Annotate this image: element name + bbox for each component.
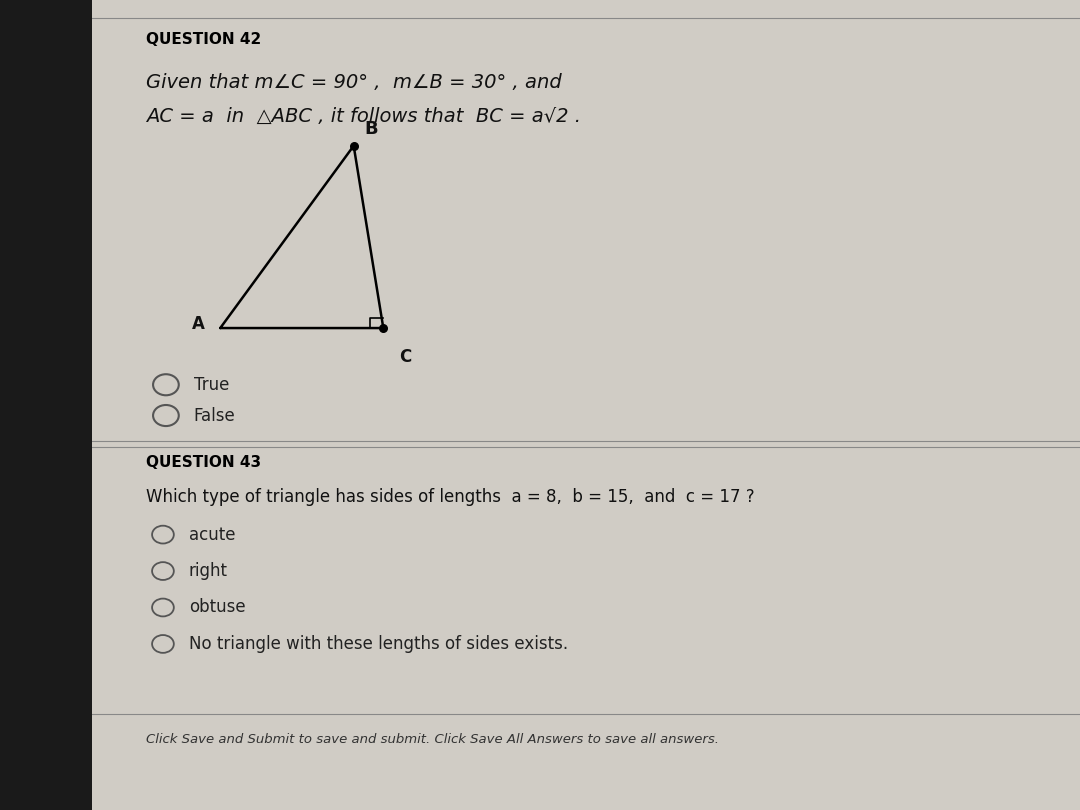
Text: Given that m∠C = 90° ,  m∠B = 30° , and: Given that m∠C = 90° , m∠B = 30° , and (146, 73, 562, 92)
Point (375, 322, 392, 335)
Text: Which type of triangle has sides of lengths  a = 8,  b = 15,  and  c = 17 ?: Which type of triangle has sides of leng… (146, 488, 755, 505)
Text: B: B (365, 120, 378, 138)
Text: obtuse: obtuse (189, 599, 245, 616)
Text: True: True (193, 376, 229, 394)
Text: QUESTION 43: QUESTION 43 (146, 455, 261, 471)
Text: AC = a  in  △ABC , it follows that  BC = a√2 .: AC = a in △ABC , it follows that BC = a√… (146, 107, 581, 126)
Text: Click Save and Submit to save and submit. Click Save All Answers to save all ans: Click Save and Submit to save and submit… (146, 733, 719, 746)
Text: QUESTION 42: QUESTION 42 (146, 32, 261, 48)
Text: A: A (192, 315, 205, 333)
Text: C: C (399, 348, 411, 366)
Point (345, 139, 362, 152)
Text: No triangle with these lengths of sides exists.: No triangle with these lengths of sides … (189, 635, 568, 653)
Text: acute: acute (189, 526, 235, 544)
Text: right: right (189, 562, 228, 580)
Text: False: False (193, 407, 235, 424)
